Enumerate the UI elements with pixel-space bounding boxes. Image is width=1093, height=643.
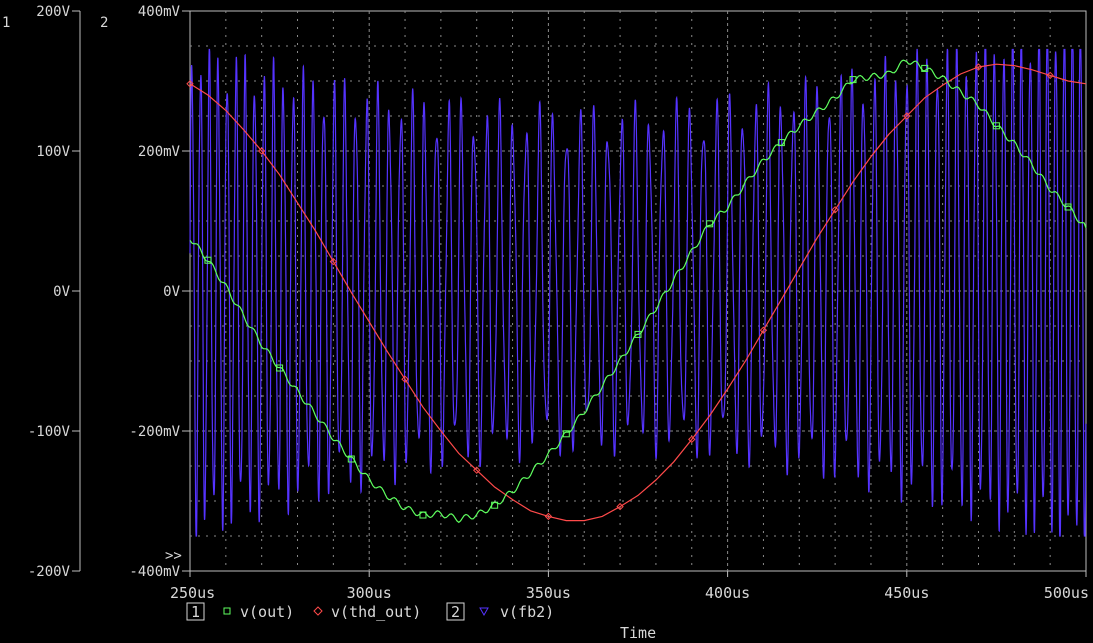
axis-1-tick-label: -200V <box>28 564 71 580</box>
series-point-v-thd-out <box>688 435 696 444</box>
axis-1-tick-label: 200V <box>36 4 70 20</box>
series-point-v-thd-out <box>831 206 839 214</box>
axis-1-ticks: 200V 100V 0V -100V -200V <box>28 4 80 580</box>
series-point-v-thd-out <box>903 112 911 120</box>
legend-axis-box-2 <box>446 602 465 621</box>
axis-1-tick-label: 0V <box>53 284 70 300</box>
series-point-v-out <box>992 122 1000 130</box>
axis-2-tick-label: 400mV <box>138 4 181 20</box>
axis-2-tick-label: -400mV <box>129 564 180 580</box>
series-point-v-out <box>1064 203 1072 211</box>
legend-entry-out: v(out) <box>240 603 294 621</box>
series-point-v-thd-out <box>257 147 266 155</box>
series-line-v-out <box>189 59 1087 524</box>
series-point-v-out <box>347 455 355 463</box>
series-line-v-fb2 <box>189 48 1087 537</box>
legend-entry-fb2: v(fb2) <box>500 603 554 621</box>
series-point-v-out <box>634 330 642 338</box>
x-tick-label: 250us <box>170 584 215 602</box>
series-point-v-thd-out <box>759 326 768 334</box>
series-point-v-out <box>491 501 499 509</box>
axis-2-label: 2 <box>100 15 108 31</box>
series-point-v-thd-out <box>473 466 481 474</box>
legend-entry-thd-out: v(thd_out) <box>331 603 421 621</box>
legend-marker-thd-out <box>313 606 323 616</box>
series-point-v-out <box>562 430 570 438</box>
series-point-v-out <box>921 64 929 72</box>
series-point-v-out <box>706 220 714 228</box>
x-tick-label: 500us <box>1044 584 1089 602</box>
series-point-v-thd-out <box>974 63 983 71</box>
legend-axis-box-2-label: 2 <box>451 603 460 621</box>
series-point-v-out <box>419 511 427 519</box>
legend-axis-box-1-label: 1 <box>191 603 200 621</box>
axis-1-label: 1 <box>2 15 10 31</box>
axis-1-tick-label: -100V <box>28 424 71 440</box>
axis-2-tick-label: 0V <box>163 284 180 300</box>
series-point-v-thd-out <box>329 257 338 266</box>
axis-2-tick-label: 200mV <box>138 144 181 160</box>
series-point-v-out <box>777 139 785 147</box>
legend-marker-out <box>223 607 231 615</box>
x-tick-label: 350us <box>526 584 571 602</box>
x-axis-ticks: 250us 300us 350us 400us 450us 500us <box>170 571 1089 602</box>
series-point-v-out <box>204 256 212 264</box>
series-line-v-thd-out <box>189 63 1087 522</box>
x-tick-label: 450us <box>884 584 929 602</box>
cursor-marker: >> <box>165 548 182 564</box>
legend: 1 v(out) v(thd_out) 2 v(fb2) <box>186 602 554 621</box>
series-point-v-thd-out <box>544 512 553 521</box>
axis-2-tick-label: -200mV <box>129 424 180 440</box>
axis-1-tick-label: 100V <box>36 144 70 160</box>
x-axis-title: Time <box>620 624 656 642</box>
series-point-v-thd-out <box>186 80 194 88</box>
series-point-v-thd-out <box>616 502 624 511</box>
series-point-v-out <box>849 76 857 84</box>
x-tick-label: 300us <box>347 584 392 602</box>
series-group <box>186 48 1087 537</box>
x-tick-label: 400us <box>705 584 750 602</box>
series-point-v-thd-out <box>1046 71 1054 80</box>
legend-axis-box-1 <box>186 602 205 621</box>
legend-marker-fb2 <box>479 607 489 617</box>
series-point-v-out <box>276 364 284 372</box>
axis-2-ticks: 400mV 200mV 0V -200mV -400mV <box>129 4 190 580</box>
series-point-v-thd-out <box>401 375 409 383</box>
